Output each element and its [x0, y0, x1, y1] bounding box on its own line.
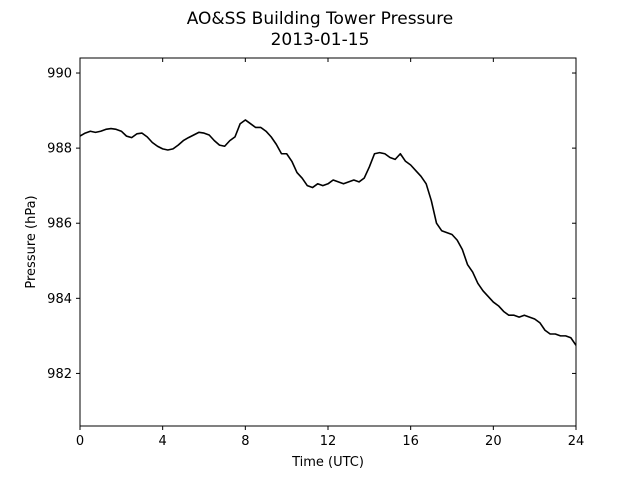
- x-tick-label: 20: [485, 434, 502, 449]
- x-tick-label: 24: [568, 434, 585, 449]
- series-line-0: [79, 119, 577, 346]
- plot-area: 0 4 8 12 16 20 24 982 984 986 988 990: [47, 57, 585, 449]
- y-tick-label: 990: [47, 67, 72, 82]
- x-tick-label: 8: [241, 434, 249, 449]
- y-tick-label: 984: [47, 292, 72, 307]
- x-tick-label: 16: [402, 434, 419, 449]
- x-tick-label: 12: [320, 434, 337, 449]
- y-tick-label: 988: [47, 142, 72, 157]
- x-tick-label: 0: [76, 434, 84, 449]
- y-axis-label: Pressure (hPa): [24, 195, 39, 288]
- y-tick-label: 982: [47, 367, 72, 382]
- x-tick-label: 4: [159, 434, 167, 449]
- chart-title: AO&SS Building Tower Pressure: [187, 9, 454, 29]
- axes-frame: [79, 57, 577, 427]
- y-tick-label: 986: [47, 217, 72, 232]
- chart-subtitle: 2013-01-15: [271, 30, 370, 50]
- x-axis-label: Time (UTC): [291, 455, 364, 470]
